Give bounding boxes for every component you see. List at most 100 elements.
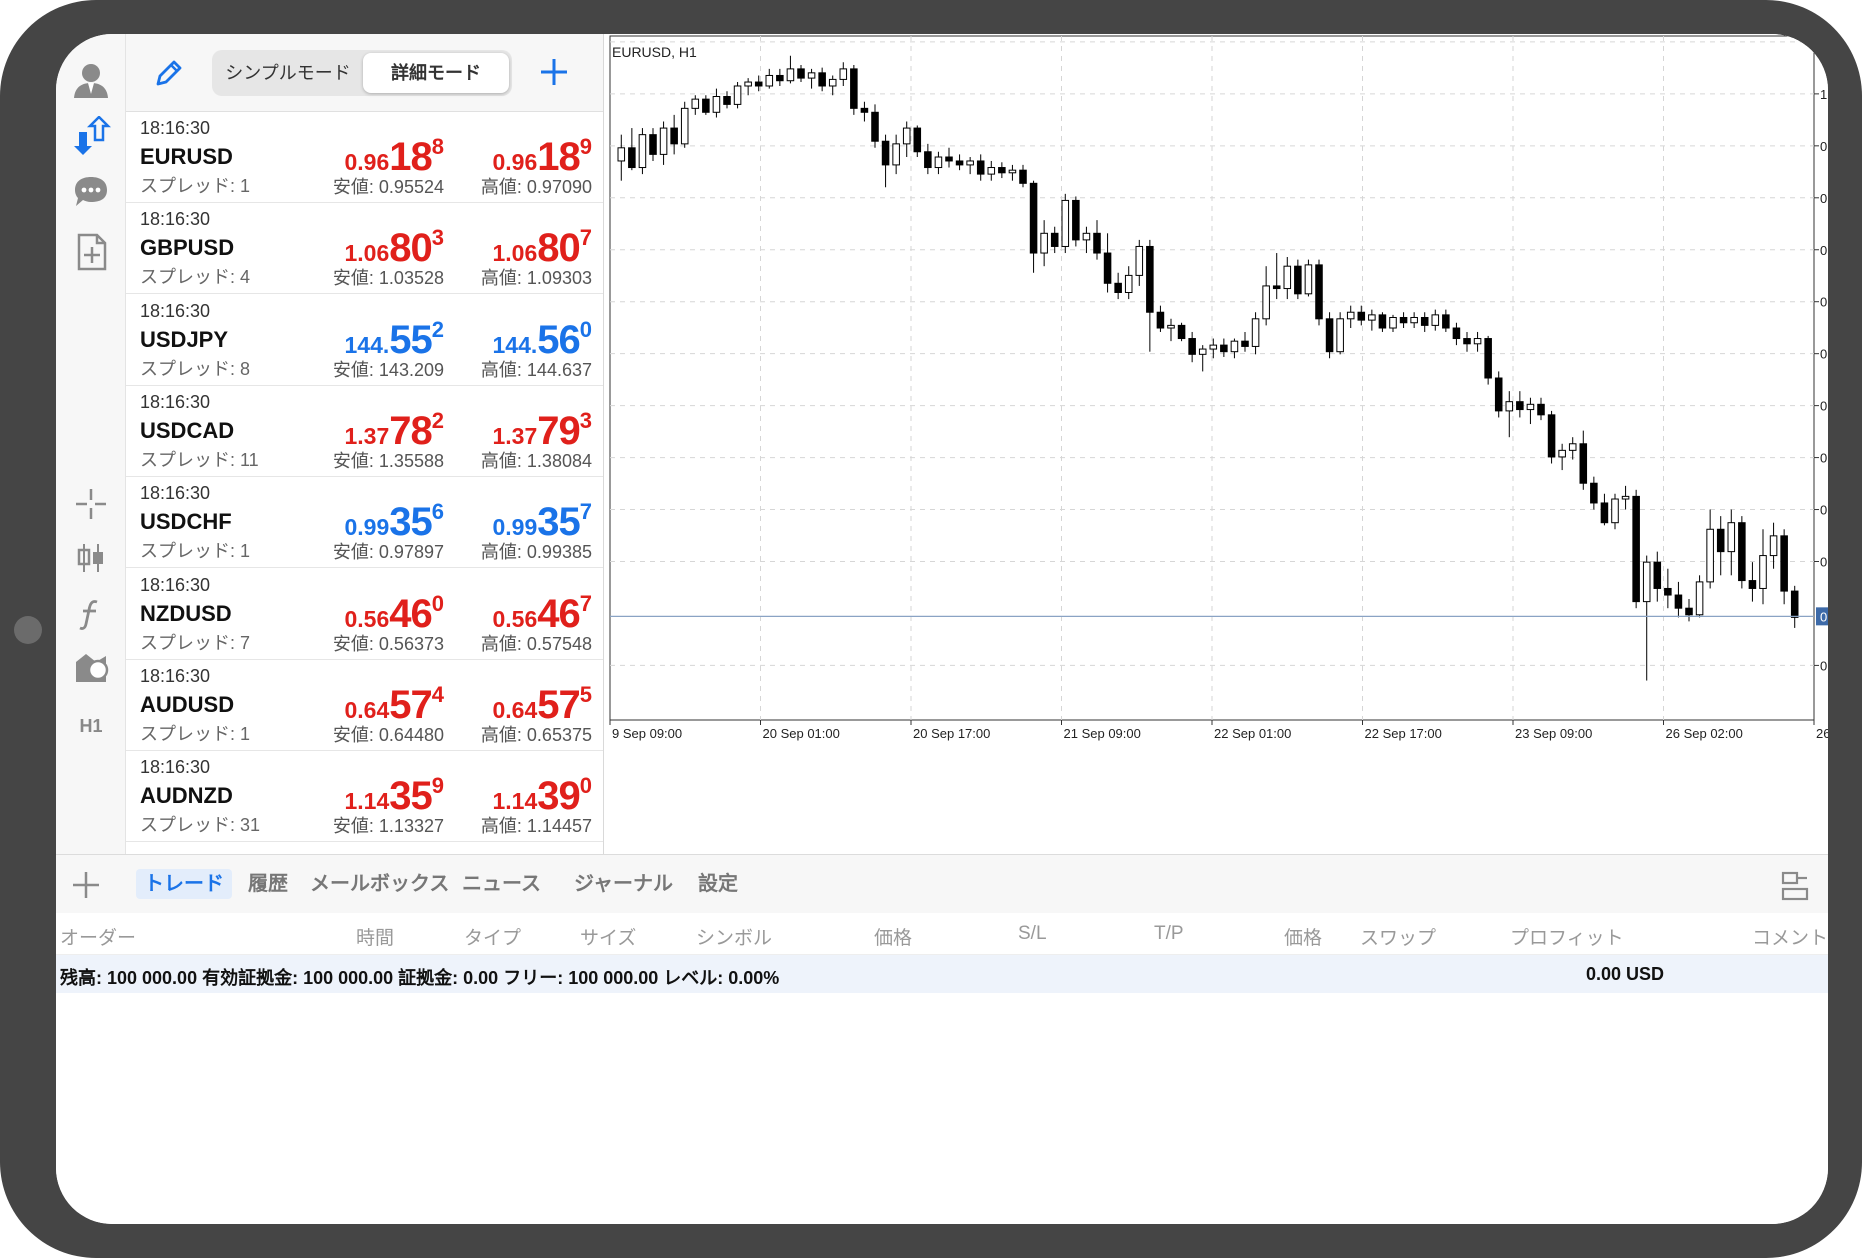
chat-icon[interactable] [56, 164, 126, 220]
profit-total: 0.00 USD [1586, 964, 1665, 984]
bid-price[interactable]: 1.06803 [344, 225, 444, 271]
ask-price[interactable]: 1.37793 [492, 408, 592, 454]
add-symbol-icon[interactable] [536, 54, 572, 95]
candle-body [1272, 285, 1281, 290]
quote-high: 高値: 1.09303 [480, 268, 592, 289]
tab-trade[interactable]: トレード [136, 869, 232, 899]
edit-icon[interactable] [152, 56, 186, 95]
ask-price[interactable]: 0.56467 [492, 591, 592, 637]
bid-price[interactable]: 0.64574 [344, 682, 444, 728]
mode-detail-tab[interactable]: 詳細モード [363, 53, 509, 93]
account-icon[interactable] [56, 52, 126, 108]
terminal-tabbar: トレード 履歴 メールボックス ニュース ジャーナル 設定 [56, 855, 1828, 913]
ask-price[interactable]: 0.99357 [492, 499, 592, 545]
indicators-icon[interactable] [56, 586, 126, 642]
quote-row[interactable]: 18:16:30 AUDUSD スプレッド: 1 0.64574 0.64575 安値: … [126, 660, 603, 751]
candle-body [765, 74, 774, 87]
quote-low: 安値: 1.13327 [332, 816, 444, 837]
bid-price[interactable]: 0.99356 [344, 499, 444, 545]
quote-row[interactable]: 18:16:30 USDCAD スプレッド: 11 1.37782 1.37793 安値:… [126, 386, 603, 477]
quote-row[interactable]: 18:16:30 NZDUSD スプレッド: 7 0.56460 0.56467 安値: … [126, 569, 603, 660]
x-tick-label: 21 Sep 09:00 [1064, 726, 1141, 741]
quote-row[interactable]: 18:16:30 USDJPY スプレッド: 8 144.552 144.560 安値: … [126, 295, 603, 386]
ask-price[interactable]: 144.560 [492, 317, 592, 363]
mode-simple-tab[interactable]: シンプルモード [225, 63, 351, 83]
quote-spread: スプレッド: 7 [140, 632, 251, 653]
candle-body [1304, 264, 1313, 295]
candle-body [1114, 282, 1122, 294]
y-tick-label: 0.95815 [1820, 658, 1828, 673]
front-camera [14, 616, 42, 644]
tab-history[interactable]: 履歴 [248, 873, 288, 895]
candle-body [680, 107, 689, 145]
y-tick-label: 0.97395 [1820, 451, 1828, 466]
col-tp: T/P [1154, 923, 1184, 944]
bid-price[interactable]: 0.56460 [344, 591, 444, 637]
quote-spread: スプレッド: 11 [140, 449, 259, 470]
bid-price[interactable]: 1.37782 [344, 408, 444, 454]
add-icon[interactable] [68, 867, 104, 908]
quote-high: 高値: 0.65375 [480, 724, 592, 745]
quotes-panel: シンプルモード 詳細モード 18:16:30 EURUSD スプレッド: 1 0.96… [126, 34, 604, 854]
candle-body [1738, 522, 1746, 582]
ask-price-fraction: 0 [579, 773, 592, 799]
candle-body [659, 127, 668, 155]
timeframe-label: H1 [79, 715, 103, 736]
ask-price[interactable]: 1.06807 [492, 225, 592, 271]
candle-body [797, 68, 805, 79]
chart-canvas[interactable]: 1.00555 1.00160 0.99765 0.99370 0.98975 0.985… [604, 34, 1828, 854]
tab-settings[interactable]: 設定 [698, 873, 738, 895]
bid-price-pips: 57 [389, 682, 432, 727]
bid-price-fraction: 2 [431, 316, 444, 342]
ask-price[interactable]: 0.64575 [492, 682, 592, 728]
candle-body [902, 127, 911, 145]
objects-icon[interactable] [56, 640, 126, 696]
candle-body [1452, 327, 1461, 340]
candle-body [1093, 232, 1101, 254]
quote-row[interactable]: 18:16:30 EURUSD スプレッド: 1 0.96188 0.96189 安値: … [126, 112, 603, 203]
y-tick-label: 0.99765 [1820, 139, 1828, 154]
chart-type-icon[interactable] [56, 530, 126, 586]
candle-body [1135, 245, 1144, 276]
candle-body [1198, 348, 1207, 355]
bid-price[interactable]: 144.552 [344, 317, 444, 363]
candle-body [1082, 232, 1091, 241]
candle-body [1357, 311, 1366, 321]
candle-body [754, 81, 763, 87]
col-current-price: 価格 [1284, 928, 1323, 949]
candle-body [828, 78, 837, 87]
quote-time: 18:16:30 [140, 483, 211, 504]
candle-body [1526, 403, 1535, 411]
ask-price[interactable]: 1.14390 [492, 773, 592, 819]
crosshair-icon[interactable] [56, 476, 126, 532]
candle-body [839, 68, 848, 80]
tab-news[interactable]: ニュース [462, 873, 541, 895]
candle-body [871, 111, 879, 142]
candle-body [818, 72, 826, 87]
trade-table-header: オーダー 時間 タイプ サイズ シンボル 価格 S/L T/P 価格 スワップ … [56, 913, 1828, 955]
candle-body [1167, 324, 1175, 329]
quote-row[interactable]: 18:16:30 GBPUSD スプレッド: 4 1.06803 1.06807 安値: … [126, 203, 603, 295]
quote-row[interactable]: 18:16:30 USDCHF スプレッド: 1 0.99356 0.99357 安値: … [126, 477, 603, 569]
trade-arrows-icon[interactable] [56, 108, 126, 164]
bid-price[interactable]: 0.96188 [344, 134, 444, 180]
bid-price[interactable]: 1.14359 [344, 773, 444, 819]
ask-price-pips: 80 [537, 226, 580, 271]
new-document-icon[interactable] [56, 224, 126, 280]
tab-mailbox[interactable]: メールボックス [310, 873, 450, 895]
tab-journal[interactable]: ジャーナル [574, 873, 673, 895]
ask-price-pips: 39 [537, 774, 580, 819]
timeframe-button[interactable]: H1 [56, 698, 126, 754]
layout-toggle-icon[interactable] [1778, 869, 1812, 908]
ask-price[interactable]: 0.96189 [492, 134, 592, 180]
bid-price-prefix: 144. [344, 331, 390, 358]
candle-body [892, 143, 900, 166]
quote-symbol: NZDUSD [140, 600, 232, 626]
chart-title: EURUSD, H1 [612, 44, 697, 60]
quote-row[interactable]: 18:16:30 AUDNZD スプレッド: 31 1.14359 1.14390 安値:… [126, 751, 603, 843]
quote-symbol: EURUSD [140, 144, 233, 169]
price-chart[interactable]: 1.00555 1.00160 0.99765 0.99370 0.98975 0.985… [604, 34, 1828, 854]
candle-body [776, 74, 784, 82]
y-tick-label: 0.97000 [1820, 503, 1828, 518]
